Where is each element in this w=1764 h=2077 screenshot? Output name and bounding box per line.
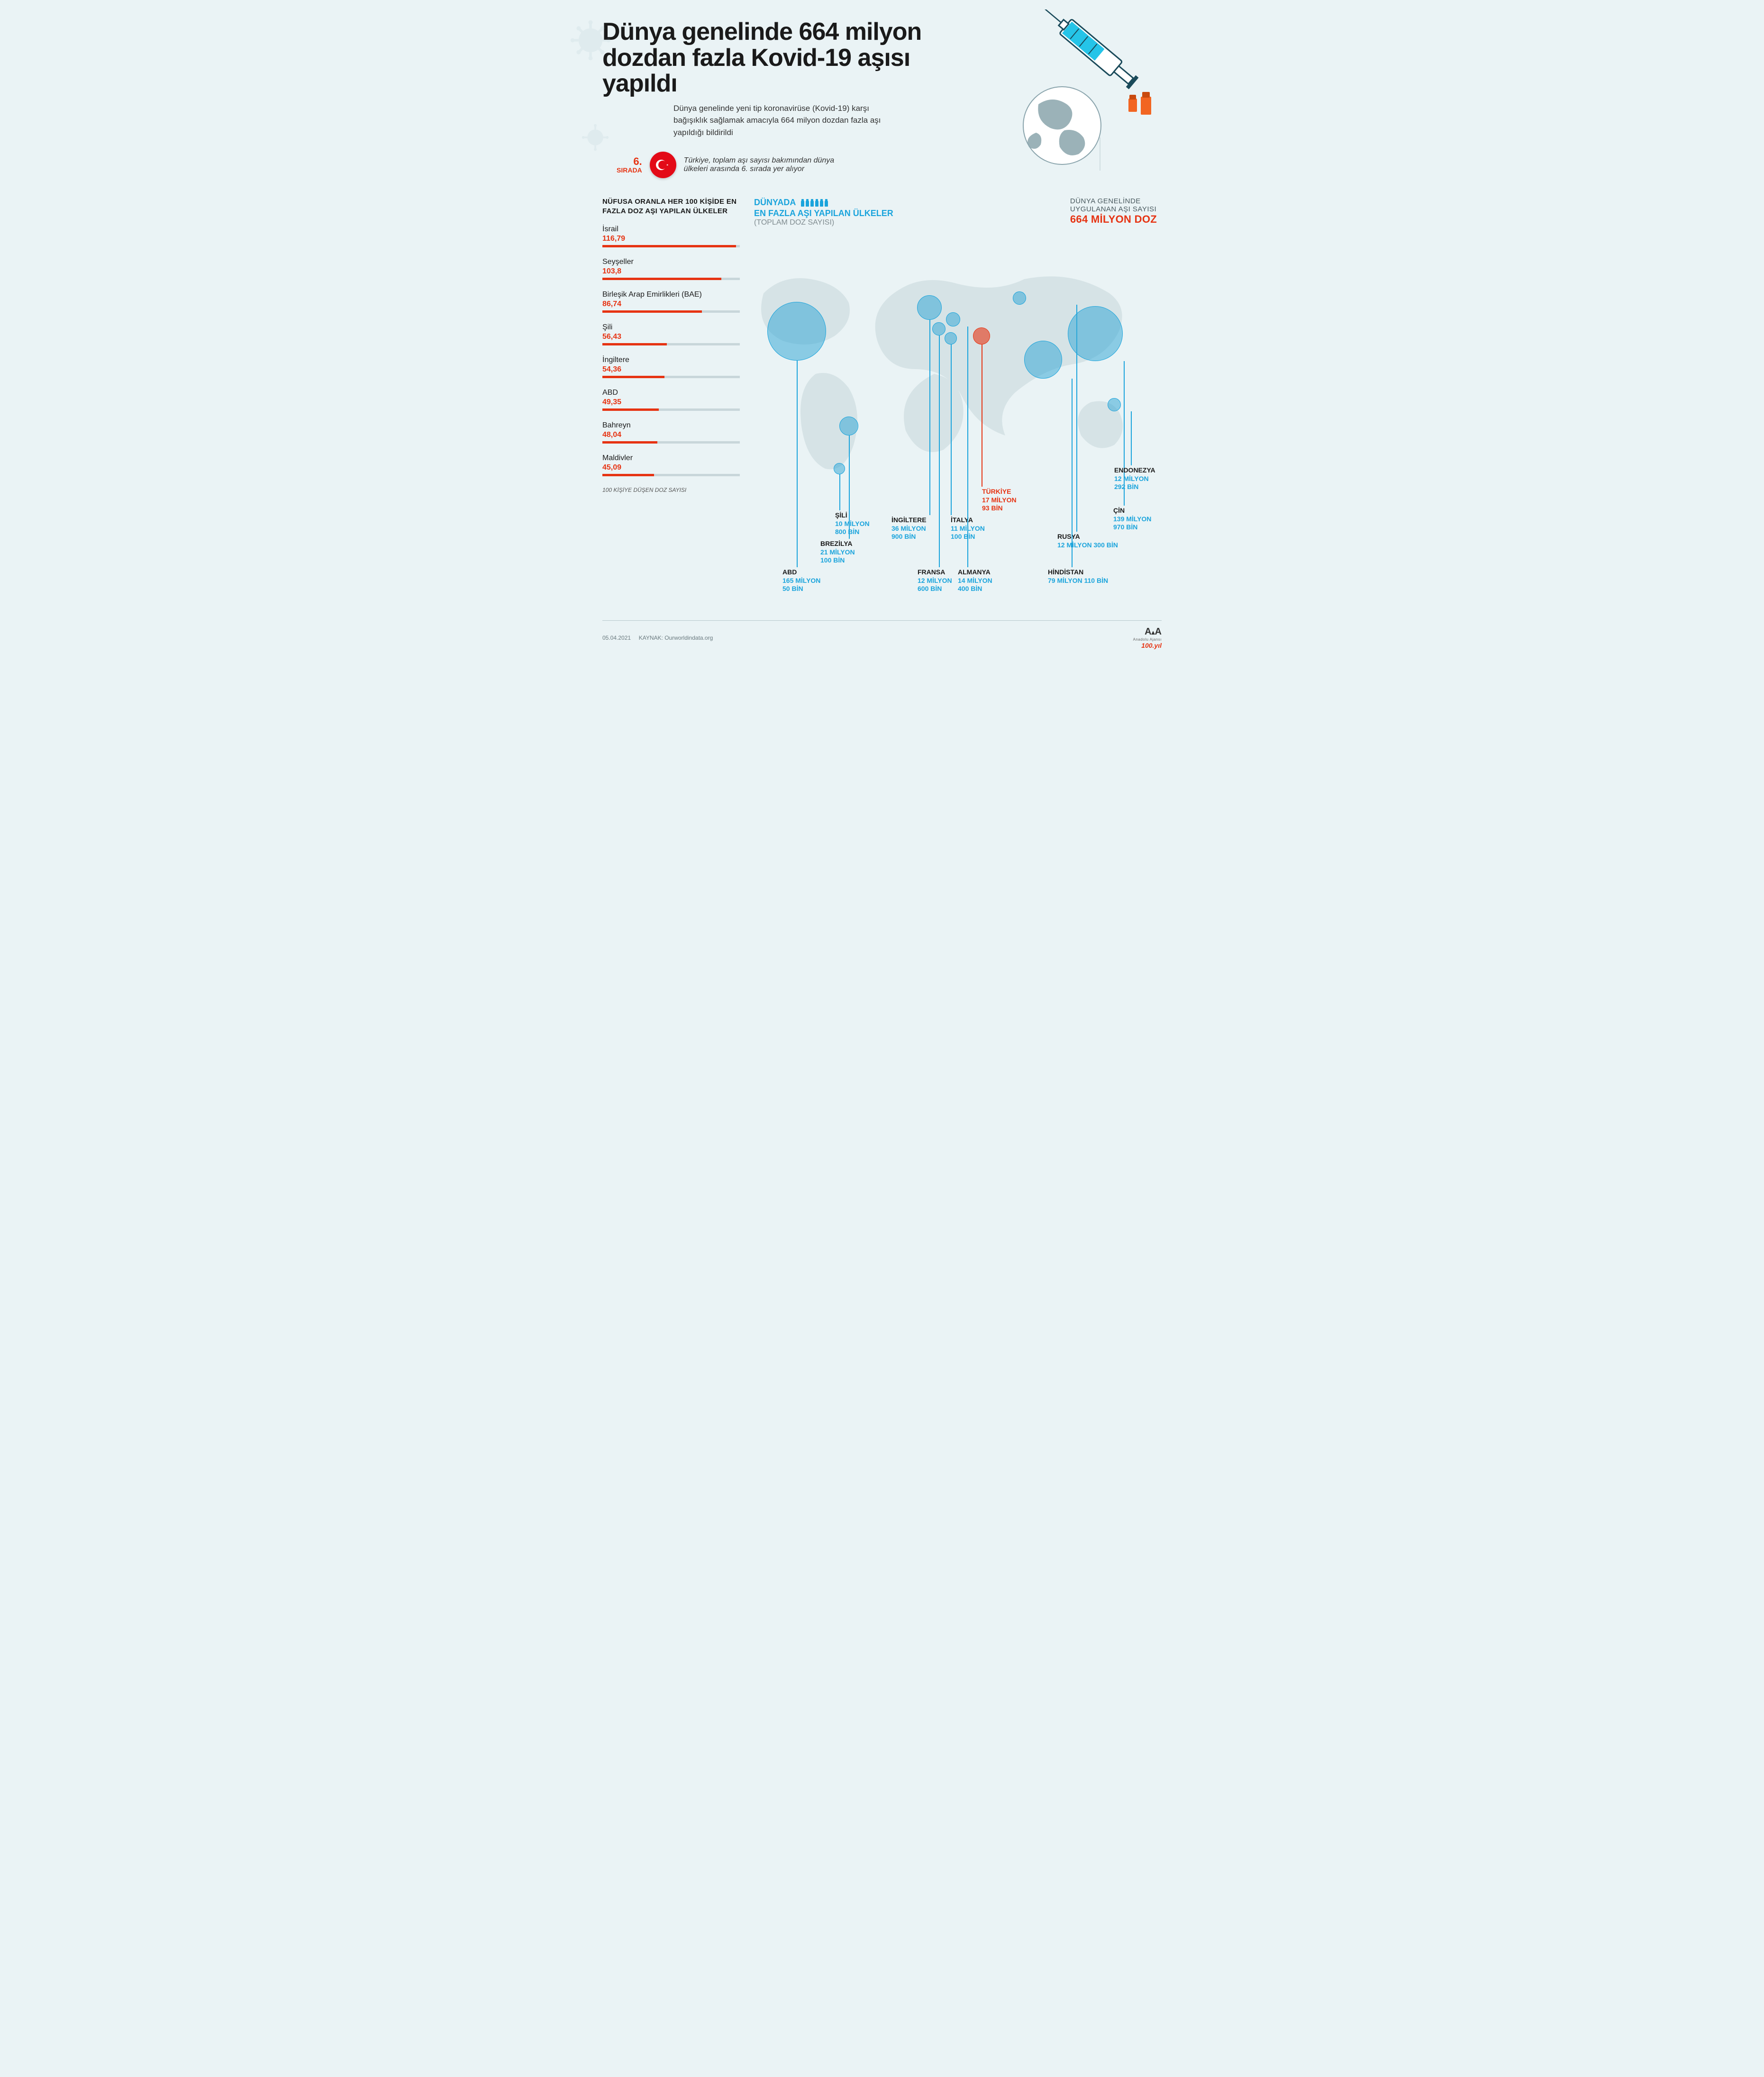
rank-num-text: 6. [633, 155, 642, 167]
bar-value: 45,09 [602, 463, 740, 472]
bar-fill [602, 343, 667, 345]
bar-row: Maldivler 45,09 [602, 454, 740, 476]
bar-country: Seyşeller [602, 258, 740, 266]
map-label: ŞİLİ10 MİLYON800 BİN [835, 511, 870, 536]
per-100-footnote: 100 KİŞİYE DÜŞEN DOZ SAYISI [602, 487, 740, 493]
vial-icons [801, 199, 829, 208]
bar-value: 103,8 [602, 267, 740, 276]
map-bubble [839, 417, 858, 435]
main-content-area: NÜFUSA ORANLA HER 100 KİŞİDE EN FAZLA DO… [602, 197, 1162, 611]
map-subtitle: (TOPLAM DOZ SAYISI) [754, 218, 893, 227]
bar-fill [602, 278, 721, 280]
bar-row: İngiltere 54,36 [602, 356, 740, 378]
agency-name: Anadolu Ajansı [1133, 637, 1162, 642]
turkey-flag-icon [650, 152, 676, 178]
lead-line [1072, 379, 1073, 567]
per-100-chart: NÜFUSA ORANLA HER 100 KİŞİDE EN FAZLA DO… [602, 197, 740, 611]
map-label: ENDONEZYA12 MİLYON292 BİN [1114, 466, 1155, 491]
map-section: DÜNYADA EN FAZLA AŞI YAPILAN ÜLKELER (TO… [754, 197, 1162, 611]
bar-fill [602, 441, 657, 444]
map-label: ALMANYA14 MİLYON400 BİN [958, 568, 992, 593]
map-label: HİNDİSTAN79 MİLYON 110 BİN [1048, 568, 1108, 585]
map-label: ÇİN139 MİLYON970 BİN [1113, 507, 1151, 532]
bar-country: Maldivler [602, 454, 740, 463]
world-map: ABD165 MİLYON50 BİNBREZİLYA21 MİLYON100 … [754, 251, 1162, 611]
per-100-heading: NÜFUSA ORANLA HER 100 KİŞİDE EN FAZLA DO… [602, 197, 740, 216]
main-title: Dünya genelinde 664 milyon dozdan fazla … [602, 19, 925, 97]
infographic-container: Dünya genelinde 664 milyon dozdan fazla … [579, 0, 1185, 711]
rank-number: 6. SIRADA [617, 156, 642, 173]
agency-logo: A▴A Anadolu Ajansı 100.yıl [1133, 626, 1162, 649]
bar-track [602, 310, 740, 313]
bar-value: 54,36 [602, 365, 740, 374]
bar-row: ABD 49,35 [602, 389, 740, 411]
virus-decoration-icon [581, 123, 609, 152]
virus-decoration-icon [569, 19, 612, 62]
bar-fill [602, 408, 659, 411]
bar-value: 48,04 [602, 431, 740, 439]
bar-country: İsrail [602, 225, 740, 234]
map-label: RUSYA12 MİLYON 300 BİN [1057, 533, 1118, 549]
total-value: 664 MİLYON DOZ [1070, 213, 1157, 226]
bar-country: Bahreyn [602, 421, 740, 430]
bar-fill [602, 245, 736, 247]
world-total-block: DÜNYA GENELİNDE UYGULANAN AŞI SAYISI 664… [1070, 197, 1157, 226]
map-bubble [1068, 306, 1123, 361]
lead-line [1131, 411, 1132, 465]
syringe-globe-illustration [982, 9, 1162, 171]
map-label: BREZİLYA21 MİLYON100 BİN [820, 540, 855, 565]
lead-line [939, 336, 940, 567]
map-bubble [767, 302, 826, 361]
bar-value: 86,74 [602, 300, 740, 308]
bar-row: Şili 56,43 [602, 323, 740, 345]
bar-fill [602, 376, 664, 378]
footer: 05.04.2021 KAYNAK: Ourworldindata.org A▴… [602, 620, 1162, 649]
lead-line [951, 345, 952, 515]
bar-fill [602, 474, 654, 476]
bar-country: İngiltere [602, 356, 740, 364]
bar-track [602, 408, 740, 411]
rank-description: Türkiye, toplam aşı sayısı bakımından dü… [684, 156, 845, 173]
map-title-l2: EN FAZLA AŞI YAPILAN ÜLKELER [754, 208, 893, 219]
map-bubble [1024, 341, 1062, 379]
bar-track [602, 376, 740, 378]
bar-country: Birleşik Arap Emirlikleri (BAE) [602, 290, 740, 299]
bar-track [602, 245, 740, 247]
bar-track [602, 441, 740, 444]
footer-date: 05.04.2021 [602, 635, 631, 641]
agency-anniversary: 100.yıl [1133, 642, 1162, 649]
lead-line [967, 327, 968, 567]
lead-line [839, 474, 840, 510]
lead-line [797, 361, 798, 567]
lead-line [929, 320, 930, 515]
map-title-l1: DÜNYADA [754, 198, 796, 207]
bar-value: 56,43 [602, 333, 740, 341]
footer-source: KAYNAK: Ourworldindata.org [639, 635, 713, 641]
bar-track [602, 278, 740, 280]
rank-word: SIRADA [617, 167, 642, 173]
bar-country: ABD [602, 389, 740, 397]
map-background-icon [735, 251, 1171, 488]
bar-row: İsrail 116,79 [602, 225, 740, 247]
bar-track [602, 343, 740, 345]
bar-row: Birleşik Arap Emirlikleri (BAE) 86,74 [602, 290, 740, 313]
bar-value: 116,79 [602, 235, 740, 243]
bar-fill [602, 310, 702, 313]
bar-row: Seyşeller 103,8 [602, 258, 740, 280]
map-label: TÜRKİYE17 MİLYON93 BİN [982, 488, 1017, 513]
bar-row: Bahreyn 48,04 [602, 421, 740, 444]
bar-country: Şili [602, 323, 740, 332]
map-label: ABD165 MİLYON50 BİN [782, 568, 820, 593]
map-bubble [917, 295, 942, 320]
map-label: İNGİLTERE36 MİLYON900 BİN [891, 516, 927, 541]
subtitle: Dünya genelinde yeni tip koronavirüse (K… [673, 102, 882, 139]
bar-track [602, 474, 740, 476]
map-label: FRANSA12 MİLYON600 BİN [918, 568, 952, 593]
total-label-1: DÜNYA GENELİNDE [1070, 197, 1157, 205]
bar-value: 49,35 [602, 398, 740, 407]
total-label-2: UYGULANAN AŞI SAYISI [1070, 205, 1157, 213]
